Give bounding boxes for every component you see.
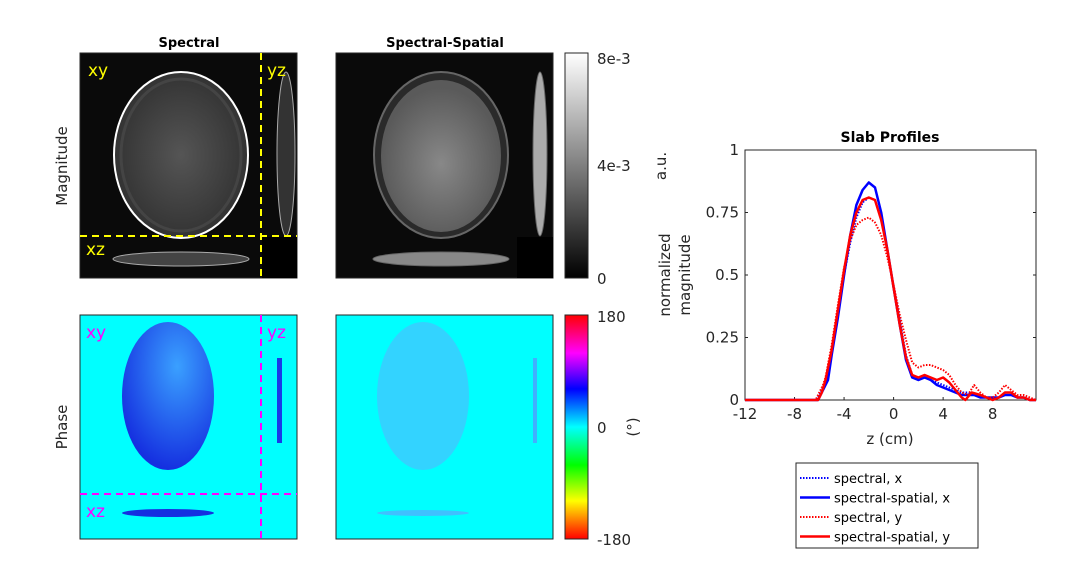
y-axis-label-line1: normalized	[656, 233, 674, 316]
y-tick-label: 0.75	[706, 204, 739, 222]
colorbar-tick: 0	[597, 419, 607, 437]
column-title-spectral: Spectral	[158, 36, 219, 51]
colorbar-tick: 0	[597, 270, 607, 288]
colorbar-tick: -180	[597, 531, 631, 549]
legend-label: spectral, y	[834, 511, 902, 526]
magnitude-spectral-image: xy yz xz	[79, 52, 298, 279]
y-tick-label: 0	[729, 391, 739, 409]
row-label-phase: Phase	[53, 405, 71, 450]
x-tick-label: 0	[889, 405, 899, 423]
view-label-yz: yz	[267, 61, 286, 81]
colorbar-unit: a.u.	[652, 152, 670, 180]
colorbar-unit: (°)	[624, 417, 642, 436]
slab-profiles-chart: Slab Profiles -12 -8 -4 0 4 8 0 0.25 0.5 0.75 1 z …	[656, 130, 1037, 448]
y-tick-label: 0.5	[715, 266, 739, 284]
row-label-magnitude: Magnitude	[53, 126, 71, 205]
view-label-yz: yz	[267, 323, 286, 343]
chart-title: Slab Profiles	[840, 130, 939, 146]
x-tick-label: 4	[938, 405, 948, 423]
view-label-xy: xy	[88, 61, 108, 81]
colorbar-tick: 8e-3	[597, 50, 631, 68]
x-tick-label: -4	[837, 405, 852, 423]
series-line-spectral-spatial-y	[745, 196, 1036, 402]
view-label-xz: xz	[86, 502, 105, 522]
colorbar-tick: 180	[597, 308, 626, 326]
x-tick-label: -12	[733, 405, 758, 423]
phase-spectral-image: xy yz xz	[79, 314, 298, 540]
y-tick-label: 1	[729, 141, 739, 159]
magnitude-colorbar: 8e-3 4e-3 0 a.u.	[564, 50, 670, 288]
magnitude-spectral-spatial-image	[335, 52, 554, 279]
phase-spectral-spatial-image	[335, 314, 554, 540]
legend-label: spectral, x	[834, 472, 902, 487]
column-title-spectral-spatial: Spectral-Spatial	[386, 36, 504, 51]
y-axis-label-line2: magnitude	[676, 234, 694, 315]
legend-label: spectral-spatial, y	[834, 531, 950, 546]
phase-colorbar: 180 0 -180 (°)	[564, 308, 642, 549]
y-tick-label: 0.25	[706, 329, 739, 347]
x-tick-label: 8	[988, 405, 998, 423]
view-label-xy: xy	[86, 323, 106, 343]
legend-label: spectral-spatial, x	[834, 492, 950, 507]
legend: spectral, x spectral-spatial, x spectral, …	[795, 462, 979, 549]
view-label-xz: xz	[86, 240, 105, 260]
x-axis-label: z (cm)	[866, 430, 913, 448]
colorbar-tick: 4e-3	[597, 157, 631, 175]
x-tick-label: -8	[787, 405, 802, 423]
